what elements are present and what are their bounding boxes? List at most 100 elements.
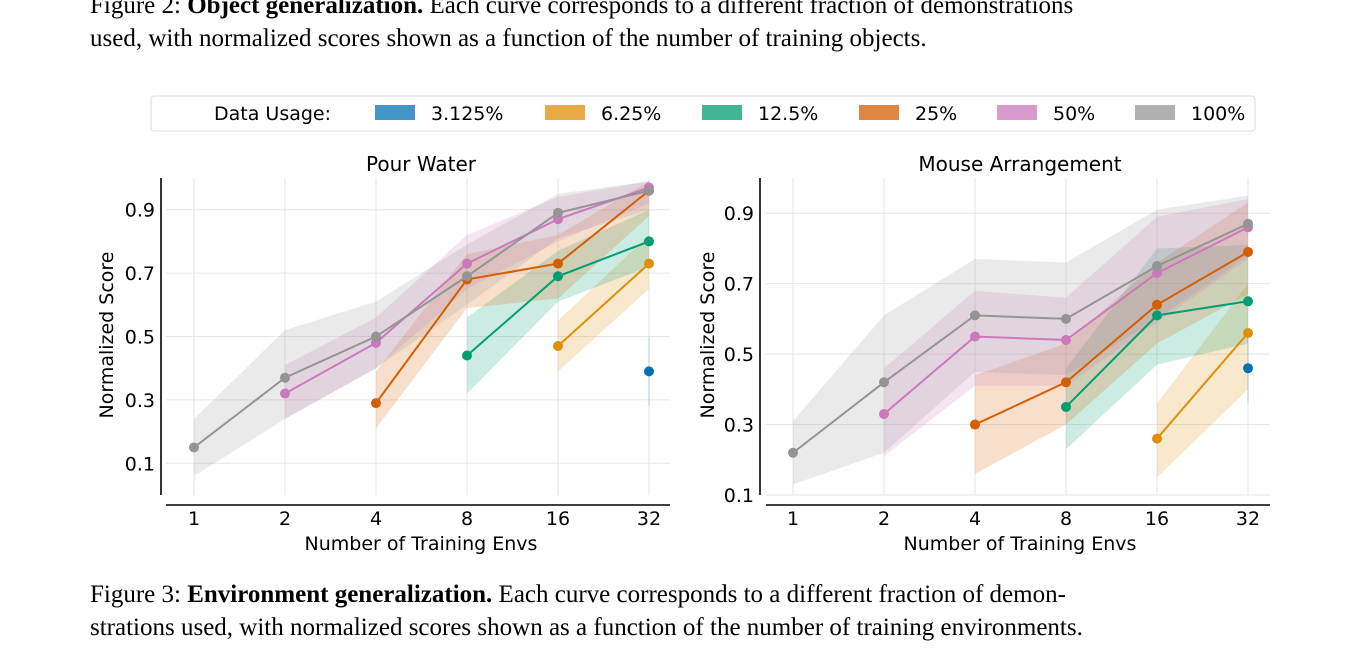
y-tick-label: 0.3 <box>724 415 754 437</box>
data-point <box>553 341 563 352</box>
data-point <box>644 236 654 247</box>
caption-title: Object generalization. <box>187 0 424 19</box>
data-point <box>1061 377 1071 388</box>
legend-label: 25% <box>915 103 957 125</box>
data-point <box>1061 335 1071 346</box>
figure-2-caption: Figure 2: Object generalization. Each cu… <box>90 0 1280 55</box>
y-tick-label: 0.1 <box>125 453 155 475</box>
chart-title: Mouse Arrangement <box>918 152 1121 176</box>
data-point <box>1152 268 1162 279</box>
data-point <box>553 271 563 282</box>
legend-swatch <box>545 105 585 120</box>
y-tick-label: 0.1 <box>724 485 754 507</box>
y-tick-label: 0.9 <box>125 200 155 222</box>
data-point <box>644 258 654 269</box>
x-tick-label: 1 <box>188 508 200 530</box>
data-point <box>1061 313 1071 324</box>
data-point <box>879 377 889 388</box>
data-point <box>1243 363 1253 374</box>
caption-text: Each curve corresponds to a different fr… <box>423 0 1074 19</box>
data-point <box>1152 299 1162 310</box>
legend-title: Data Usage: <box>214 103 331 125</box>
caption-text-line2: strations used, with normalized scores s… <box>90 614 1083 641</box>
confidence-band <box>1157 283 1248 478</box>
legend-swatch <box>859 105 899 120</box>
x-axis-label: Number of Training Envs <box>904 533 1137 555</box>
data-point <box>788 447 798 458</box>
data-point <box>1061 401 1071 412</box>
data-point <box>644 366 654 377</box>
caption-text: Each curve corresponds to a different fr… <box>492 581 1066 608</box>
chart-title: Pour Water <box>366 152 477 176</box>
data-point <box>371 331 381 342</box>
confidence-band <box>194 181 649 476</box>
y-axis-label: Normalized Score <box>697 251 719 418</box>
x-tick-label: 32 <box>1236 508 1260 530</box>
series-line <box>792 222 1249 454</box>
legend-swatch <box>1135 105 1175 120</box>
series-line <box>1156 332 1249 440</box>
data-point <box>970 419 980 430</box>
data-point <box>189 442 199 453</box>
data-point <box>1243 327 1253 338</box>
legend-swatch <box>997 105 1037 120</box>
data-point <box>1152 261 1162 272</box>
y-tick-label: 0.7 <box>724 274 754 296</box>
chart-mouse-arrangement: 1 2 4 8 16 32 0.1 0.3 0.5 0.7 0.9 Mouse Arrangement… <box>697 152 1270 555</box>
x-tick-label: 2 <box>878 508 890 530</box>
legend-swatch <box>375 105 415 120</box>
series-line <box>557 262 650 347</box>
legend-label: 12.5% <box>758 103 818 125</box>
legend-label: 100% <box>1191 103 1245 125</box>
chart-pour-water: 1 2 4 8 16 32 0.1 0.3 0.5 0.7 0.9 Pour Water Number … <box>96 152 670 555</box>
x-axis-label: Number of Training Envs <box>305 533 538 555</box>
x-tick-label: 2 <box>279 508 291 530</box>
legend-swatch <box>702 105 742 120</box>
data-point <box>1243 296 1253 307</box>
data-point <box>879 408 889 419</box>
data-point <box>1243 218 1253 229</box>
data-point <box>462 271 472 282</box>
confidence-band <box>558 235 649 372</box>
caption-title: Environment generalization. <box>187 581 493 608</box>
confidence-band <box>793 195 1248 485</box>
x-tick-label: 1 <box>787 508 799 530</box>
x-tick-label: 16 <box>1145 508 1169 530</box>
x-tick-label: 8 <box>461 508 473 530</box>
legend-label: 6.25% <box>601 103 661 125</box>
y-tick-label: 0.5 <box>125 327 155 349</box>
y-tick-label: 0.7 <box>125 263 155 285</box>
data-point <box>1152 433 1162 444</box>
data-point <box>371 398 381 409</box>
data-point <box>553 258 563 269</box>
data-point <box>970 331 980 342</box>
caption-prefix: Figure 3: <box>90 581 188 608</box>
caption-prefix: Figure 2: <box>90 0 188 19</box>
series-line <box>375 189 650 404</box>
data-point <box>462 258 472 269</box>
confidence-band <box>1066 244 1248 450</box>
data-point <box>644 185 654 196</box>
y-tick-label: 0.9 <box>724 203 754 225</box>
data-point <box>462 350 472 361</box>
legend: Data Usage: 3.125% 6.25% 12.5% 25% 50% 100% <box>150 95 1256 132</box>
series-line <box>193 189 650 449</box>
data-point <box>280 372 290 383</box>
y-axis-label: Normalized Score <box>96 251 118 418</box>
series-line <box>974 251 1249 426</box>
data-point <box>970 310 980 321</box>
x-tick-label: 4 <box>370 508 382 530</box>
data-point <box>280 388 290 399</box>
caption-text-line2: used, with normalized scores shown as a … <box>90 25 927 52</box>
x-tick-label: 8 <box>1060 508 1072 530</box>
data-point <box>1152 310 1162 321</box>
data-point <box>1243 246 1253 257</box>
x-tick-label: 16 <box>546 508 570 530</box>
legend-label: 50% <box>1053 103 1095 125</box>
x-tick-label: 4 <box>969 508 981 530</box>
confidence-band <box>285 181 649 419</box>
figure-3-caption: Figure 3: Environment generalization. Ea… <box>90 578 1280 644</box>
confidence-band <box>975 202 1248 474</box>
y-tick-label: 0.3 <box>125 390 155 412</box>
